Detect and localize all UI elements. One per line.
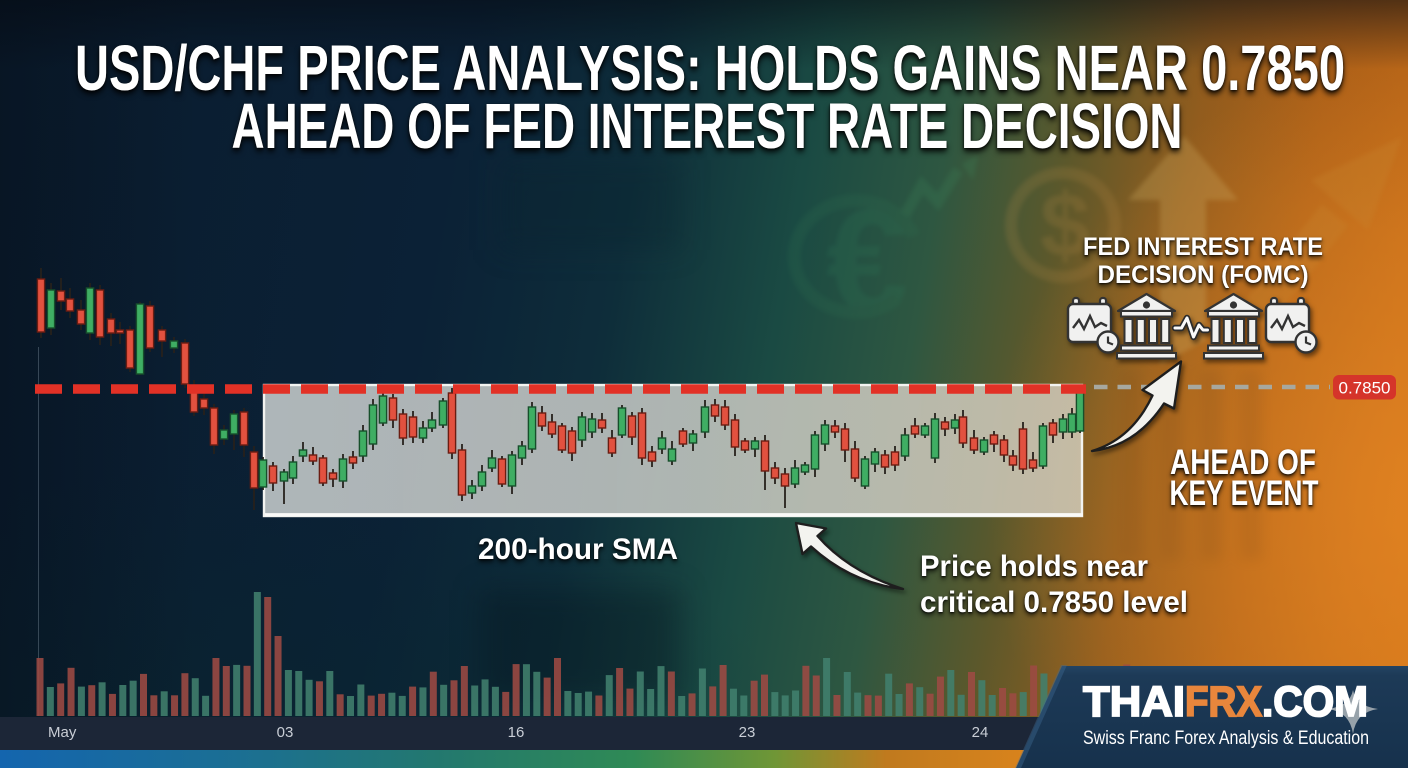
- svg-text:Price holds near: Price holds near: [920, 550, 1148, 583]
- svg-text:THAI: THAI: [1083, 678, 1185, 726]
- svg-text:0.7850: 0.7850: [1339, 379, 1391, 398]
- svg-text:KEY EVENT: KEY EVENT: [1170, 474, 1319, 513]
- svg-text:03: 03: [277, 724, 294, 741]
- svg-text:Swiss Franc Forex Analysis & E: Swiss Franc Forex Analysis & Education: [1083, 728, 1369, 749]
- svg-text:AHEAD OF: AHEAD OF: [1170, 443, 1316, 482]
- svg-text:May: May: [48, 724, 77, 741]
- svg-text:$: $: [1040, 176, 1090, 276]
- svg-text:.COM: .COM: [1262, 678, 1368, 726]
- svg-text:23: 23: [739, 724, 756, 741]
- svg-text:DECISION (FOMC): DECISION (FOMC): [1098, 261, 1309, 289]
- svg-text:€: €: [826, 179, 908, 344]
- svg-text:FRX: FRX: [1185, 678, 1262, 726]
- svg-text:critical 0.7850 level: critical 0.7850 level: [920, 586, 1188, 619]
- svg-text:16: 16: [508, 724, 525, 741]
- svg-text:24: 24: [972, 724, 989, 741]
- svg-text:200-hour SMA: 200-hour SMA: [478, 533, 678, 566]
- svg-text:USD/CHF PRICE ANALYSIS: HOLDS: USD/CHF PRICE ANALYSIS: HOLDS GAINS NEAR…: [75, 32, 1345, 104]
- svg-text:FED INTEREST RATE: FED INTEREST RATE: [1083, 233, 1323, 261]
- svg-text:AHEAD OF FED INTEREST RATE DEC: AHEAD OF FED INTEREST RATE DECISION: [232, 90, 1183, 162]
